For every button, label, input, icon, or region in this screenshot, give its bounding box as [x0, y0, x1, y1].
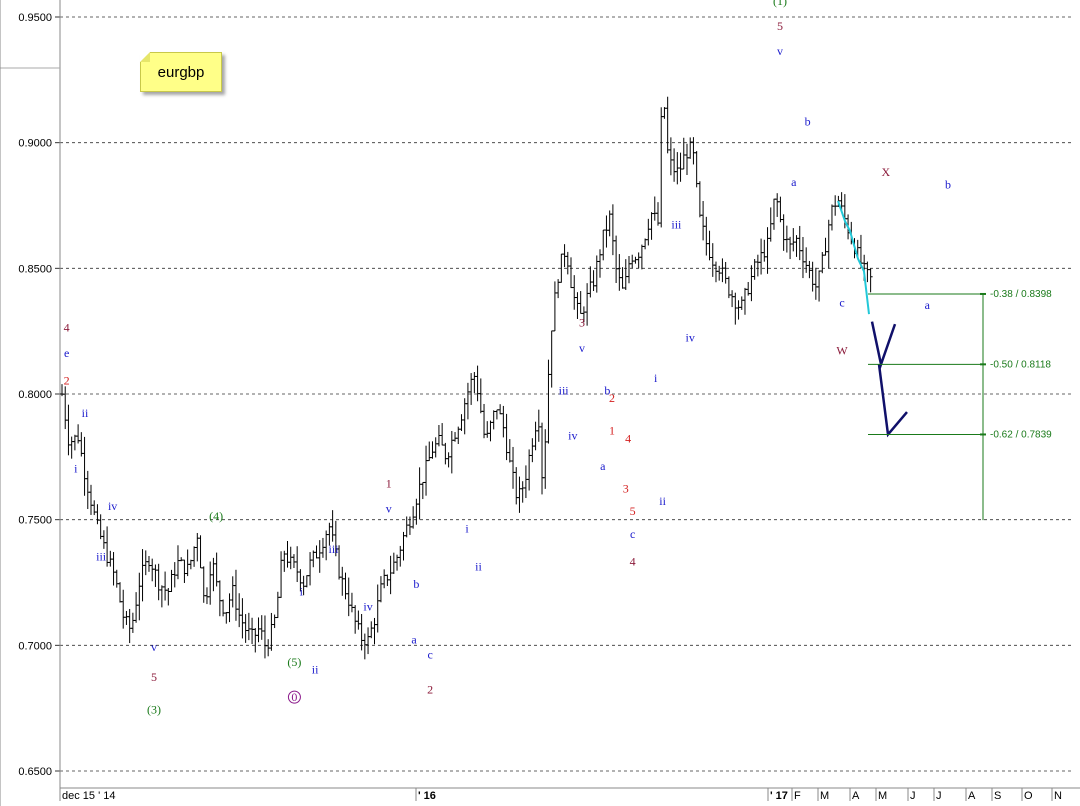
wave-label: (3)	[147, 703, 161, 717]
wave-label: v	[777, 44, 783, 58]
y-tick-label: 0.8000	[18, 389, 52, 401]
wave-label: 0	[291, 690, 297, 704]
wave-label: iii	[96, 549, 107, 563]
wave-label: iii	[559, 384, 570, 398]
wave-label: i	[465, 522, 469, 536]
wave-label: a	[411, 632, 417, 646]
y-tick-labels: 0.9500 0.9000 0.8500 0.8000 0.7500 0.7000 0.65…	[18, 12, 52, 778]
wave-label: 3	[579, 316, 585, 330]
wave-label: iv	[108, 499, 117, 513]
wave-label: 5	[151, 670, 157, 684]
wave-label: b	[805, 115, 811, 129]
wave-label: a	[600, 459, 606, 473]
wave-label: 4	[64, 321, 70, 335]
symbol-note: eurgbp	[140, 52, 222, 92]
wave-label: 5	[777, 19, 783, 33]
wave-label: 5	[630, 504, 636, 518]
x-tick-label: J	[910, 790, 916, 802]
x-tick-labels: dec 15 ' 14 ' 16 ' 17 F M A M J J A S O N	[59, 788, 1062, 802]
wave-label: c	[839, 296, 844, 310]
y-tick-label: 0.7500	[18, 515, 52, 527]
wave-label: (4)	[209, 509, 223, 523]
wave-label: 2	[609, 391, 615, 405]
wave-label: ii	[475, 559, 482, 573]
wave-label: c	[630, 527, 635, 541]
wave-label: 1	[609, 424, 615, 438]
x-tick-label: J	[936, 790, 942, 802]
x-tick-label: dec 15 ' 14	[62, 790, 115, 802]
wave-label: 3	[623, 482, 629, 496]
wave-label: 1	[386, 476, 392, 490]
wave-label: 2	[427, 683, 433, 697]
y-tick-label: 0.8500	[18, 263, 52, 275]
wave-label: W	[836, 343, 848, 357]
fib-level-label: -0.38 / 0.8398	[990, 289, 1052, 300]
wave-label: ii	[312, 662, 319, 676]
wave-label: i	[654, 371, 658, 385]
fib-level-label: -0.50 / 0.8118	[990, 359, 1051, 370]
wave-label: iv	[568, 429, 577, 443]
y-tick-label: 0.7000	[18, 640, 52, 652]
wave-label: iii	[671, 218, 682, 232]
fib-level-label: -0.62 / 0.7839	[990, 429, 1052, 440]
wave-label: a	[791, 175, 797, 189]
wave-label-circle	[287, 690, 301, 704]
ohlc-bars	[60, 96, 873, 660]
wave-label: 2	[64, 373, 70, 387]
x-tick-label: A	[968, 790, 976, 802]
wave-label: b	[413, 577, 419, 591]
y-axis	[0, 0, 61, 806]
grid-lines	[55, 16, 1072, 772]
y-tick-label: 0.9500	[18, 12, 52, 24]
wave-label: iv	[686, 331, 695, 345]
y-tick-label: 0.9000	[18, 138, 52, 150]
x-tick-label: M	[820, 790, 829, 802]
x-tick-label: F	[794, 790, 801, 802]
wave-label: a	[925, 298, 931, 312]
wave-label: v	[579, 341, 585, 355]
wave-labels: 4e2iiiiviiiv5(3)(4)i(5)ii0iiiiv1vbac2iii…	[64, 0, 951, 717]
corrective-channel-line	[837, 200, 870, 315]
wave-label: v	[386, 502, 392, 516]
wave-label: X	[881, 165, 890, 179]
symbol-label: eurgbp	[157, 63, 205, 81]
wave-label: ii	[82, 406, 89, 420]
y-tick-label: 0.6500	[18, 766, 52, 778]
wave-label: v	[151, 640, 157, 654]
x-tick-label: M	[878, 790, 887, 802]
wave-label: e	[64, 346, 69, 360]
wave-label: (5)	[287, 655, 301, 669]
x-tick-label: O	[1024, 790, 1033, 802]
wave-label: b	[945, 177, 951, 191]
x-tick-label: N	[1054, 790, 1062, 802]
wave-label: c	[428, 647, 433, 661]
wave-label: ii	[659, 494, 666, 508]
fibonacci-levels: -0.38 / 0.8398 -0.50 / 0.8118 -0.62 / 0.78…	[868, 289, 1052, 521]
wave-label: iii	[329, 542, 340, 556]
wave-label: 4	[630, 554, 636, 568]
wave-label: i	[300, 585, 304, 599]
wave-label: b	[604, 384, 610, 398]
wave-label: (1)	[773, 0, 787, 8]
wave-label: i	[74, 461, 78, 475]
x-tick-label: ' 17	[770, 790, 788, 802]
wave-label: iv	[363, 600, 372, 614]
x-tick-label: A	[852, 790, 860, 802]
wave-label: 4	[625, 431, 631, 445]
x-tick-label: ' 16	[418, 790, 436, 802]
x-tick-label: S	[994, 790, 1001, 802]
